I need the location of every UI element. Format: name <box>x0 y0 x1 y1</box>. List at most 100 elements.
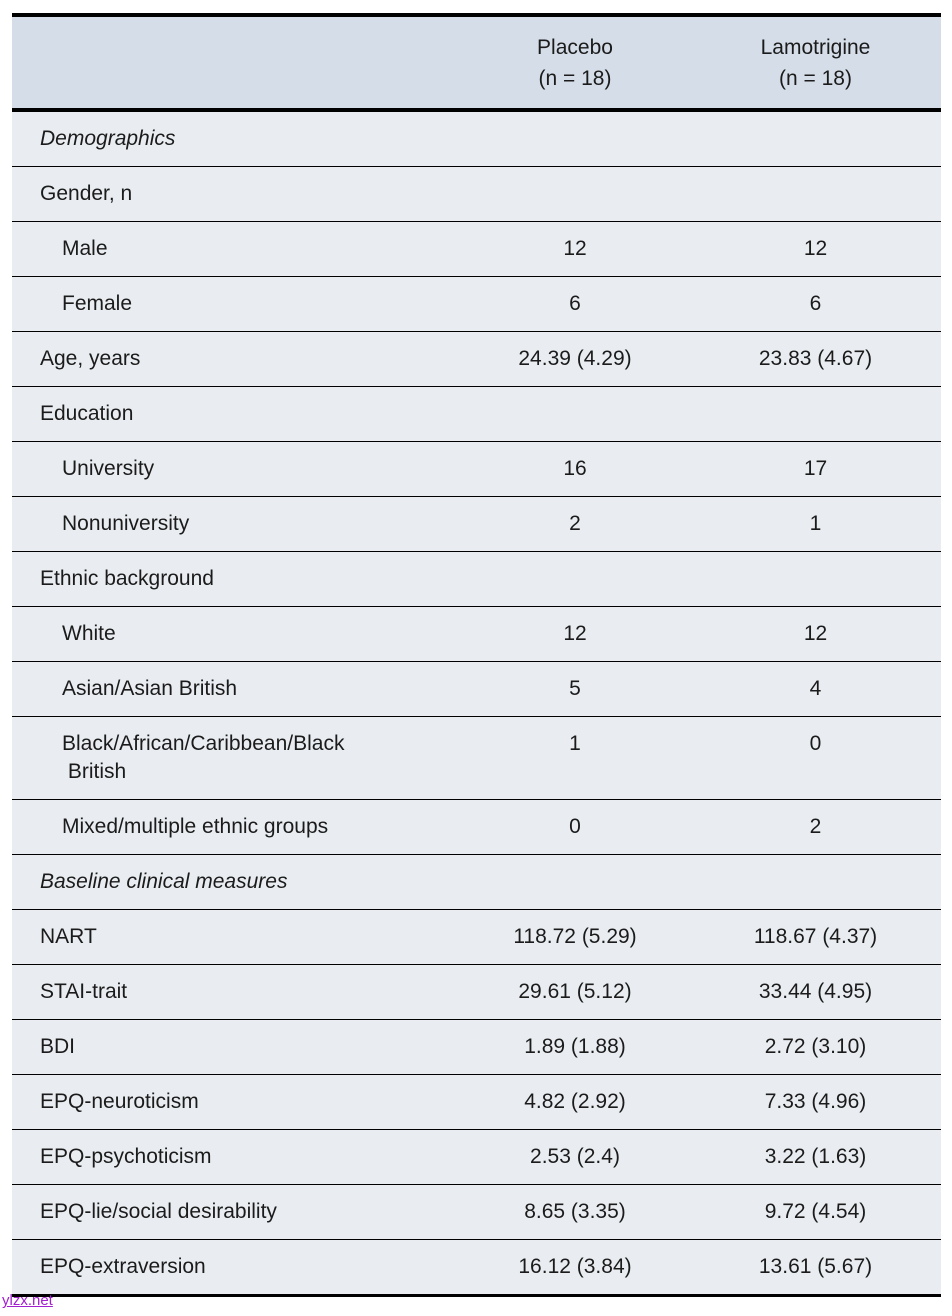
row-label: Nonuniversity <box>62 512 190 535</box>
table-row: Asian/Asian British 5 4 <box>12 661 941 717</box>
row-label: EPQ-extraversion <box>40 1255 206 1278</box>
table-row: Education <box>12 386 941 442</box>
value-cell-lamotrigine: 4 <box>690 661 941 717</box>
value-cell-placebo: 1.89 (1.88) <box>460 1019 690 1075</box>
baseline-characteristics-table: Placebo (n = 18) Lamotrigine (n = 18) De… <box>12 13 941 1297</box>
table-row: Male 12 12 <box>12 221 941 277</box>
row-label-cell: Nonuniversity <box>12 496 460 552</box>
value-cell-lamotrigine <box>690 386 941 442</box>
value-cell-lamotrigine: 13.61 (5.67) <box>690 1239 941 1296</box>
row-label: EPQ-lie/social desirability <box>40 1200 277 1223</box>
row-label-cell: Baseline clinical measures <box>12 854 460 910</box>
value-cell-placebo: 0 <box>460 799 690 855</box>
value-cell-placebo: 118.72 (5.29) <box>460 909 690 965</box>
table-row: Age, years 24.39 (4.29) 23.83 (4.67) <box>12 331 941 387</box>
value-cell-placebo <box>460 166 690 222</box>
table-row: Demographics <box>12 109 941 167</box>
header-placebo-n: (n = 18) <box>538 66 612 90</box>
value-cell-lamotrigine: 12 <box>690 221 941 277</box>
row-label-cell: EPQ-extraversion <box>12 1239 460 1296</box>
value-cell-lamotrigine: 118.67 (4.37) <box>690 909 941 965</box>
row-label-cell: STAI-trait <box>12 964 460 1020</box>
value-cell-lamotrigine: 33.44 (4.95) <box>690 964 941 1020</box>
row-label: Age, years <box>40 347 141 370</box>
value-cell-placebo: 12 <box>460 221 690 277</box>
row-label: EPQ-neuroticism <box>40 1090 199 1113</box>
row-label: Ethnic background <box>40 567 214 590</box>
value-cell-placebo: 1 <box>460 716 690 800</box>
header-placebo-title: Placebo <box>537 35 613 59</box>
value-cell-lamotrigine: 23.83 (4.67) <box>690 331 941 387</box>
row-label-cell: White <box>12 606 460 662</box>
value-cell-placebo: 12 <box>460 606 690 662</box>
value-cell-placebo: 24.39 (4.29) <box>460 331 690 387</box>
header-empty-cell <box>12 15 460 112</box>
row-label-cell: Mixed/multiple ethnic groups <box>12 799 460 855</box>
value-cell-placebo: 2 <box>460 496 690 552</box>
value-cell-lamotrigine: 7.33 (4.96) <box>690 1074 941 1130</box>
row-label: Baseline clinical measures <box>40 870 288 893</box>
value-cell-lamotrigine: 6 <box>690 276 941 332</box>
row-label-cell: Black/African/Caribbean/Black British <box>12 716 460 800</box>
table-row: Baseline clinical measures <box>12 854 941 910</box>
row-label-cell: BDI <box>12 1019 460 1075</box>
value-cell-placebo <box>460 551 690 607</box>
table-body: Demographics Gender, n Male 12 12 Female… <box>12 109 941 1296</box>
watermark-link[interactable]: ylzx.net <box>2 1292 53 1309</box>
row-label: STAI-trait <box>40 980 128 1003</box>
row-label-cell: Age, years <box>12 331 460 387</box>
table-row: EPQ-extraversion 16.12 (3.84) 13.61 (5.6… <box>12 1239 941 1296</box>
value-cell-lamotrigine: 1 <box>690 496 941 552</box>
value-cell-placebo: 2.53 (2.4) <box>460 1129 690 1185</box>
value-cell-lamotrigine <box>690 551 941 607</box>
value-cell-placebo: 4.82 (2.92) <box>460 1074 690 1130</box>
table-row: BDI 1.89 (1.88) 2.72 (3.10) <box>12 1019 941 1075</box>
row-label: BDI <box>40 1035 76 1058</box>
row-label-cell: Gender, n <box>12 166 460 222</box>
row-label: Asian/Asian British <box>62 677 238 700</box>
row-label: Demographics <box>40 127 176 150</box>
table-row: White 12 12 <box>12 606 941 662</box>
table-row: STAI-trait 29.61 (5.12) 33.44 (4.95) <box>12 964 941 1020</box>
value-cell-lamotrigine: 2 <box>690 799 941 855</box>
value-cell-placebo: 16 <box>460 441 690 497</box>
table-row: Female 6 6 <box>12 276 941 332</box>
value-cell-lamotrigine: 12 <box>690 606 941 662</box>
value-cell-placebo: 6 <box>460 276 690 332</box>
value-cell-placebo: 29.61 (5.12) <box>460 964 690 1020</box>
table-header-row: Placebo (n = 18) Lamotrigine (n = 18) <box>12 15 941 112</box>
header-lamotrigine-n: (n = 18) <box>779 66 852 90</box>
table-row: EPQ-lie/social desirability 8.65 (3.35) … <box>12 1184 941 1240</box>
value-cell-lamotrigine: 2.72 (3.10) <box>690 1019 941 1075</box>
row-label-cell: Female <box>12 276 460 332</box>
row-label-cell: NART <box>12 909 460 965</box>
value-cell-lamotrigine: 9.72 (4.54) <box>690 1184 941 1240</box>
row-label: Male <box>62 237 108 260</box>
row-label: University <box>62 457 155 480</box>
header-placebo: Placebo (n = 18) <box>460 15 690 112</box>
value-cell-lamotrigine: 3.22 (1.63) <box>690 1129 941 1185</box>
row-label: Gender, n <box>40 182 133 205</box>
row-label-cell: EPQ-lie/social desirability <box>12 1184 460 1240</box>
row-label-cell: EPQ-psychoticism <box>12 1129 460 1185</box>
row-label: NART <box>40 925 97 948</box>
header-lamotrigine: Lamotrigine (n = 18) <box>690 15 941 112</box>
row-label: Mixed/multiple ethnic groups <box>62 815 329 838</box>
value-cell-lamotrigine <box>690 109 941 167</box>
table-row: Nonuniversity 2 1 <box>12 496 941 552</box>
table-row: Ethnic background <box>12 551 941 607</box>
value-cell-lamotrigine <box>690 166 941 222</box>
row-label-cell: Asian/Asian British <box>12 661 460 717</box>
value-cell-placebo: 8.65 (3.35) <box>460 1184 690 1240</box>
row-label: EPQ-psychoticism <box>40 1145 212 1168</box>
row-label-cell: University <box>12 441 460 497</box>
row-label-cell: Demographics <box>12 109 460 167</box>
row-label: Female <box>62 292 133 315</box>
row-label: Education <box>40 402 134 425</box>
table-row: Gender, n <box>12 166 941 222</box>
row-label: White <box>62 622 116 645</box>
table-row: EPQ-psychoticism 2.53 (2.4) 3.22 (1.63) <box>12 1129 941 1185</box>
value-cell-placebo <box>460 109 690 167</box>
value-cell-placebo <box>460 386 690 442</box>
value-cell-placebo: 16.12 (3.84) <box>460 1239 690 1296</box>
